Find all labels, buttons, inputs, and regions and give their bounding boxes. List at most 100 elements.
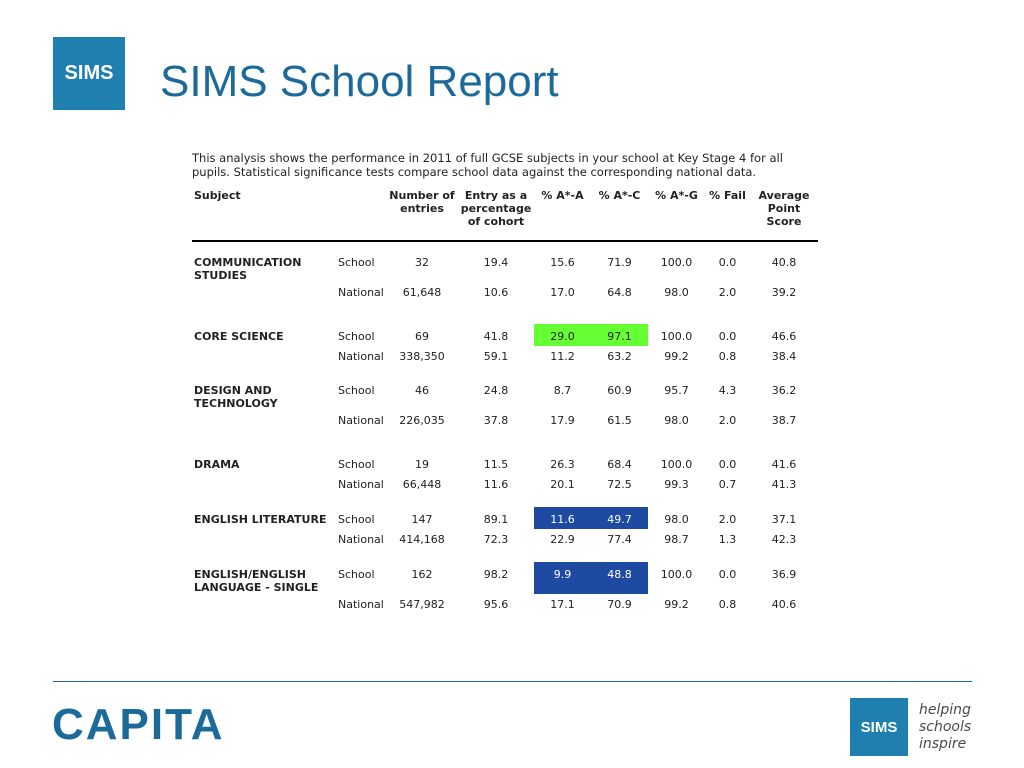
subject-name bbox=[192, 529, 332, 562]
cell-entry-pct: 11.5 bbox=[483, 458, 509, 471]
cell-fail: 4.3 bbox=[718, 384, 737, 397]
table-row: DRAMA School 19 11.5 26.3 68.4 100.0 0.0… bbox=[192, 452, 818, 474]
tagline-line: schools bbox=[919, 719, 972, 735]
subject-name bbox=[192, 410, 332, 452]
table-row: National 414,168 72.3 22.9 77.4 98.7 1.3… bbox=[192, 529, 818, 562]
cell-entry-pct: 72.3 bbox=[483, 533, 509, 546]
header-fail: % Fail bbox=[705, 189, 750, 242]
header-subject: Subject bbox=[192, 189, 332, 242]
cell-a-star-g: 100.0 bbox=[660, 256, 693, 269]
cell-aps: 39.2 bbox=[771, 286, 797, 299]
table-row: ENGLISH LITERATURE School 147 89.1 11.6 … bbox=[192, 507, 818, 529]
cell-fail: 0.0 bbox=[718, 458, 737, 471]
cell-aps: 40.8 bbox=[771, 256, 797, 269]
cell-a-star-g: 95.7 bbox=[664, 384, 689, 397]
cell-a-star-c: 64.8 bbox=[607, 286, 632, 299]
subject-name: COMMUNICATION STUDIES bbox=[194, 256, 302, 282]
cell-aps: 41.6 bbox=[771, 458, 797, 471]
cell-a-star-a-highlighted: 9.9 bbox=[534, 562, 591, 594]
header-aps: Average Point Score bbox=[750, 189, 818, 242]
cell-a-star-c-highlighted: 48.8 bbox=[591, 562, 648, 594]
header-entry-pct: Entry as a percentage of cohort bbox=[458, 189, 534, 242]
row-type: National bbox=[338, 533, 384, 546]
cell-fail: 2.0 bbox=[718, 286, 737, 299]
tagline-line: helping bbox=[919, 702, 971, 718]
page-title: SIMS School Report bbox=[160, 57, 559, 106]
cell-aps: 38.4 bbox=[771, 350, 797, 363]
cell-entry-pct: 89.1 bbox=[483, 513, 509, 526]
cell-a-star-c: 61.5 bbox=[607, 414, 632, 427]
cell-a-star-a: 11.2 bbox=[550, 350, 575, 363]
results-table: Subject Number of entries Entry as a per… bbox=[192, 189, 818, 618]
cell-a-star-g: 99.2 bbox=[664, 598, 689, 611]
cell-a-star-g: 99.2 bbox=[664, 350, 689, 363]
row-type: School bbox=[338, 568, 375, 581]
cell-entry-pct: 59.1 bbox=[483, 350, 509, 363]
cell-aps: 40.6 bbox=[771, 598, 797, 611]
cell-a-star-a: 17.0 bbox=[550, 286, 575, 299]
cell-fail: 0.0 bbox=[718, 330, 737, 343]
cell-entries: 162 bbox=[411, 568, 433, 581]
intro-text: This analysis shows the performance in 2… bbox=[192, 151, 783, 179]
cell-aps: 38.7 bbox=[771, 414, 797, 427]
subject-name bbox=[192, 346, 332, 378]
cell-entries: 66,448 bbox=[402, 478, 442, 491]
cell-entries: 414,168 bbox=[399, 533, 445, 546]
cell-fail: 2.0 bbox=[718, 513, 737, 526]
cell-a-star-c: 60.9 bbox=[607, 384, 632, 397]
row-type: National bbox=[338, 350, 384, 363]
table-header-row: Subject Number of entries Entry as a per… bbox=[192, 189, 818, 242]
subject-name bbox=[192, 474, 332, 507]
table-row: DESIGN AND TECHNOLOGY School 46 24.8 8.7… bbox=[192, 378, 818, 410]
cell-aps: 46.6 bbox=[771, 330, 797, 343]
cell-entry-pct: 98.2 bbox=[483, 568, 509, 581]
cell-fail: 0.8 bbox=[718, 350, 737, 363]
cell-entry-pct: 24.8 bbox=[483, 384, 509, 397]
cell-a-star-g: 98.7 bbox=[664, 533, 689, 546]
row-type: National bbox=[338, 414, 384, 427]
cell-a-star-a: 8.7 bbox=[553, 384, 572, 397]
cell-fail: 2.0 bbox=[718, 414, 737, 427]
cell-a-star-a: 20.1 bbox=[550, 478, 575, 491]
table-row: CORE SCIENCE School 69 41.8 29.0 97.1 10… bbox=[192, 324, 818, 346]
cell-entry-pct: 37.8 bbox=[483, 414, 509, 427]
tagline-line: inspire bbox=[919, 736, 967, 752]
cell-a-star-g: 99.3 bbox=[664, 478, 689, 491]
header-a-star-c: % A*-C bbox=[591, 189, 648, 242]
subject-name: DESIGN AND TECHNOLOGY bbox=[194, 384, 278, 410]
subject-name: ENGLISH/ENGLISH LANGUAGE - SINGLE bbox=[194, 568, 319, 594]
cell-entries: 226,035 bbox=[399, 414, 445, 427]
cell-a-star-c: 71.9 bbox=[607, 256, 632, 269]
sims-footer-logo: SIMS bbox=[850, 698, 908, 756]
header-blank bbox=[332, 189, 386, 242]
cell-a-star-a: 15.6 bbox=[550, 256, 575, 269]
cell-a-star-c-highlighted: 97.1 bbox=[591, 324, 648, 346]
cell-entries: 19 bbox=[415, 458, 429, 471]
cell-fail: 0.7 bbox=[718, 478, 737, 491]
subject-name: CORE SCIENCE bbox=[194, 330, 284, 343]
cell-entries: 46 bbox=[415, 384, 429, 397]
cell-entry-pct: 10.6 bbox=[483, 286, 509, 299]
cell-entries: 69 bbox=[415, 330, 429, 343]
sims-logo: SIMS bbox=[53, 37, 125, 110]
cell-a-star-a: 22.9 bbox=[550, 533, 575, 546]
subject-name: ENGLISH LITERATURE bbox=[194, 513, 327, 526]
cell-a-star-g: 100.0 bbox=[660, 330, 693, 343]
cell-a-star-g: 100.0 bbox=[660, 458, 693, 471]
cell-entry-pct: 19.4 bbox=[483, 256, 509, 269]
cell-a-star-c-highlighted: 49.7 bbox=[591, 507, 648, 529]
cell-a-star-c: 72.5 bbox=[607, 478, 632, 491]
header-a-star-g: % A*-G bbox=[648, 189, 705, 242]
cell-a-star-g: 98.0 bbox=[664, 513, 689, 526]
cell-a-star-a-highlighted: 29.0 bbox=[534, 324, 591, 346]
cell-aps: 37.1 bbox=[771, 513, 797, 526]
row-type: National bbox=[338, 286, 384, 299]
capita-logo: CAPITA bbox=[52, 700, 225, 749]
header-entries: Number of entries bbox=[386, 189, 458, 242]
cell-fail: 0.0 bbox=[718, 256, 737, 269]
subject-name: DRAMA bbox=[194, 458, 240, 471]
cell-a-star-c: 63.2 bbox=[607, 350, 632, 363]
table-row: National 338,350 59.1 11.2 63.2 99.2 0.8… bbox=[192, 346, 818, 378]
cell-a-star-c: 68.4 bbox=[607, 458, 632, 471]
cell-entry-pct: 11.6 bbox=[483, 478, 509, 491]
